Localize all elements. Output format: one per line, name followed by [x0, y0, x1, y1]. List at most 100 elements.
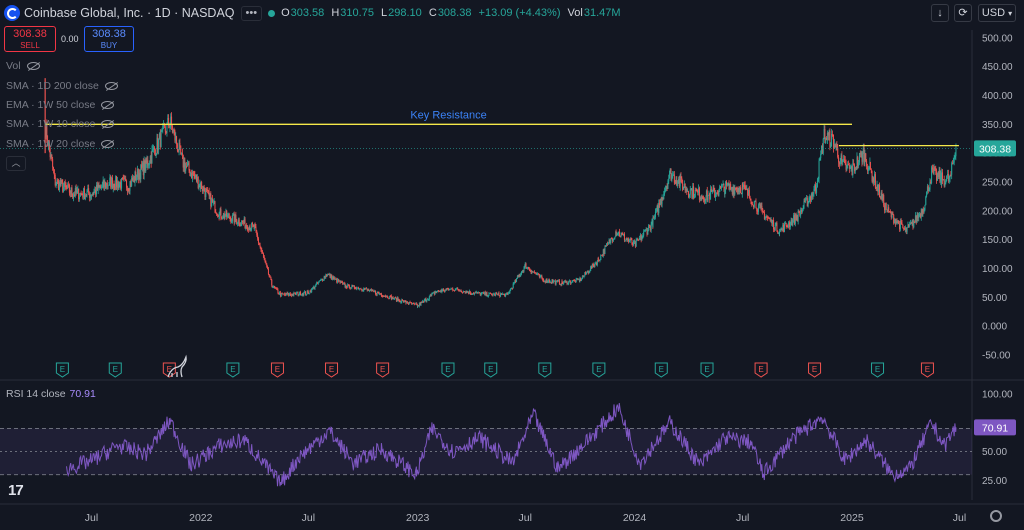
eye-hidden-icon[interactable]: [101, 140, 115, 148]
eye-hidden-icon[interactable]: [26, 62, 40, 70]
candle-body: [395, 297, 397, 299]
earnings-marker[interactable]: [441, 362, 455, 378]
candle-body: [473, 292, 475, 295]
candle-body: [797, 211, 799, 222]
eye-hidden-icon[interactable]: [101, 101, 115, 109]
earnings-marker[interactable]: [55, 362, 69, 378]
candle-body: [252, 222, 254, 225]
candle-body: [452, 288, 454, 290]
earnings-marker[interactable]: [754, 362, 768, 378]
candle-body: [669, 168, 671, 171]
earnings-marker[interactable]: [270, 362, 284, 378]
earnings-marker[interactable]: [920, 362, 934, 378]
candle-body: [491, 294, 493, 296]
candle-body: [505, 292, 507, 294]
earnings-marker[interactable]: [376, 362, 390, 378]
candle-body: [95, 185, 97, 195]
candle-body: [816, 187, 818, 193]
candle-body: [260, 247, 262, 250]
candle-body: [342, 282, 344, 284]
candle-body: [161, 129, 163, 131]
candle-body: [93, 191, 95, 195]
candle-body: [241, 220, 243, 225]
earnings-marker[interactable]: [226, 362, 240, 378]
download-button[interactable]: ↓: [931, 4, 949, 22]
earnings-marker[interactable]: [808, 362, 822, 378]
candle-body: [516, 278, 518, 282]
candle-body: [723, 183, 725, 188]
candle-body: [283, 293, 285, 295]
earnings-marker[interactable]: [538, 362, 552, 378]
candle-body: [810, 196, 812, 201]
candle-body: [621, 233, 623, 234]
arrow-down-icon: ↓: [937, 7, 943, 19]
candle-body: [46, 123, 48, 141]
candle-body: [639, 237, 641, 240]
sell-button[interactable]: 308.38 SELL: [4, 26, 56, 52]
candle-body: [266, 263, 268, 267]
candle-body: [432, 292, 434, 294]
candle-body: [159, 133, 161, 148]
candle-body: [523, 267, 525, 272]
candle-body: [595, 262, 597, 264]
collapse-legend-button[interactable]: ︿: [6, 156, 26, 171]
candle-body: [891, 212, 893, 218]
tradingview-logo[interactable]: 17: [8, 482, 24, 499]
candle-body: [774, 224, 776, 230]
currency-select[interactable]: USD ▾: [978, 4, 1016, 22]
candle-body: [705, 190, 707, 197]
symbol-title[interactable]: Coinbase Global, Inc. · 1D · NASDAQ: [24, 6, 235, 20]
candle-body: [104, 182, 106, 188]
candle-body: [821, 145, 823, 155]
candle-body: [181, 153, 183, 156]
candle-body: [735, 187, 737, 189]
candle-body: [121, 178, 123, 179]
candle-body: [788, 222, 790, 228]
rsi-y-tick-label: 100.00: [982, 389, 1013, 400]
candle-body: [386, 295, 388, 298]
earnings-marker[interactable]: [700, 362, 714, 378]
earnings-marker[interactable]: [108, 362, 122, 378]
reload-button[interactable]: ⟳: [954, 4, 972, 22]
candle-body: [286, 293, 288, 295]
candle-body: [606, 243, 608, 245]
indicator-sma-10[interactable]: SMA · 1W 10 close: [6, 118, 115, 130]
indicator-sma-20[interactable]: SMA · 1W 20 close: [6, 138, 115, 150]
x-tick-label: 2025: [840, 512, 864, 524]
candle-body: [136, 168, 138, 178]
candle-body: [919, 214, 921, 215]
candle-body: [242, 220, 244, 223]
earnings-marker[interactable]: [325, 362, 339, 378]
eye-hidden-icon[interactable]: [101, 120, 115, 128]
candle-body: [752, 205, 754, 207]
candle-body: [717, 194, 719, 196]
candle-body: [417, 305, 419, 307]
candle-body: [143, 160, 145, 176]
candle-body: [525, 263, 527, 269]
more-options-button[interactable]: •••: [240, 5, 263, 21]
candle-body: [77, 188, 79, 191]
earnings-marker[interactable]: [592, 362, 606, 378]
candle-body: [222, 218, 224, 219]
dinosaur-icon[interactable]: [167, 354, 187, 378]
candle-body: [216, 212, 218, 215]
eye-hidden-icon[interactable]: [104, 82, 118, 90]
buy-button[interactable]: 308.38 BUY: [84, 26, 134, 52]
candle-body: [191, 173, 193, 179]
earnings-marker[interactable]: [871, 362, 885, 378]
candle-body: [712, 187, 714, 191]
indicator-volume[interactable]: Vol: [6, 60, 40, 72]
candle-body: [259, 245, 261, 248]
indicator-ema-50[interactable]: EMA · 1W 50 close: [6, 99, 115, 111]
candle-body: [82, 194, 84, 198]
indicator-sma-200[interactable]: SMA · 1D 200 close: [6, 80, 118, 92]
candle-body: [368, 289, 370, 291]
gear-icon[interactable]: [990, 510, 1002, 522]
earnings-marker[interactable]: [654, 362, 668, 378]
candle-body: [720, 187, 722, 188]
earnings-marker[interactable]: [484, 362, 498, 378]
candle-body: [872, 177, 874, 182]
rsi-legend[interactable]: RSI 14 close 70.91: [6, 388, 96, 400]
candle-body: [685, 189, 687, 191]
